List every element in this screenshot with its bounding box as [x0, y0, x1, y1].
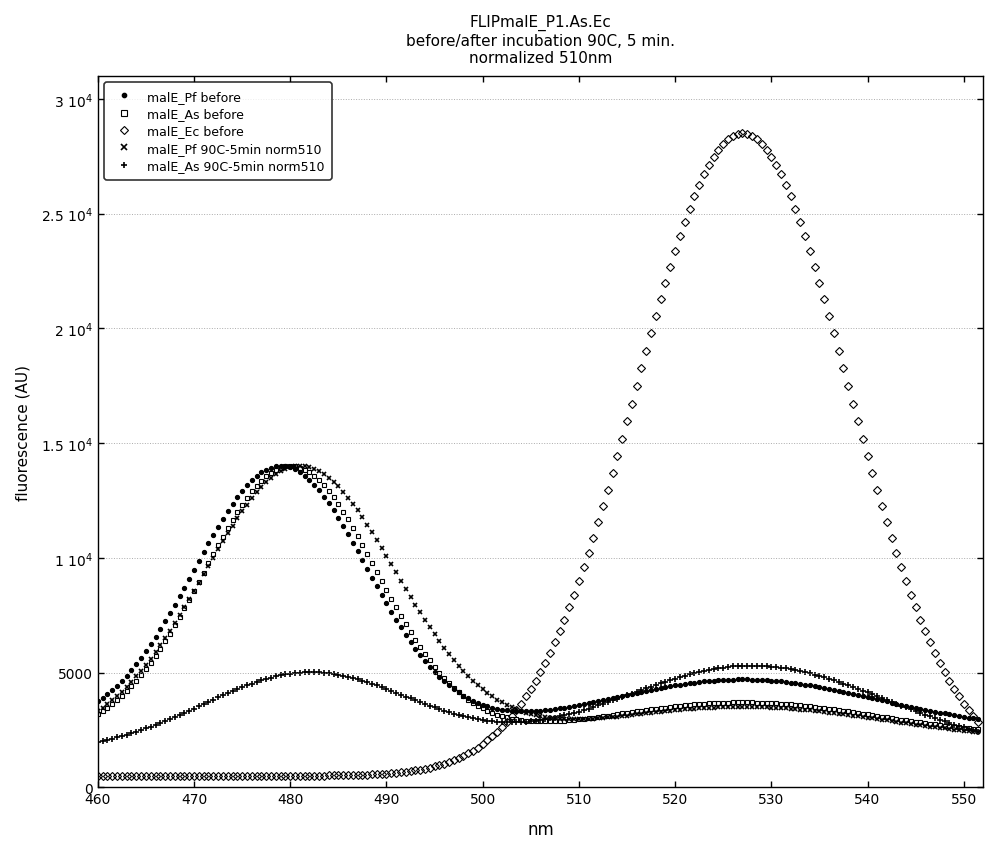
Line: malE_As 90C-5min norm510: malE_As 90C-5min norm510 [95, 663, 981, 745]
malE_Pf before [953, 711, 965, 722]
Y-axis label: fluorescence (AU): fluorescence (AU) [15, 364, 30, 500]
malE_Pf 90C-5min norm510 [438, 643, 450, 653]
malE_As 90C-5min norm510 [496, 717, 508, 727]
malE_Pf 90C-5min norm510 [102, 699, 114, 710]
Line: malE_As before: malE_As before [96, 464, 981, 732]
malE_Pf 90C-5min norm510 [972, 728, 984, 738]
malE_Pf 90C-5min norm510 [293, 461, 305, 471]
malE_As before [501, 712, 513, 722]
malE_Pf before [438, 676, 450, 687]
malE_Ec before [496, 722, 508, 733]
malE_Pf 90C-5min norm510 [92, 706, 104, 717]
malE_Ec before [953, 692, 965, 702]
malE_As before [963, 723, 975, 734]
malE_Pf before [501, 705, 513, 716]
malE_As 90C-5min norm510 [953, 721, 965, 731]
Line: malE_Pf before: malE_Pf before [96, 464, 980, 721]
malE_As before [972, 724, 984, 734]
malE_Ec before [102, 771, 114, 781]
malE_Ec before [433, 760, 445, 770]
malE_Pf 90C-5min norm510 [953, 725, 965, 735]
malE_Pf 90C-5min norm510 [501, 700, 513, 711]
malE_Pf before [92, 697, 104, 707]
malE_Pf 90C-5min norm510 [963, 726, 975, 736]
Line: malE_Ec before: malE_Ec before [95, 131, 981, 779]
malE_As 90C-5min norm510 [102, 735, 114, 746]
malE_Ec before [92, 771, 104, 781]
malE_As 90C-5min norm510 [92, 737, 104, 747]
malE_Ec before [972, 717, 984, 728]
malE_Pf before [274, 461, 286, 472]
malE_As before [102, 703, 114, 713]
malE_As before [92, 709, 104, 719]
malE_As before [284, 461, 296, 472]
malE_Ec before [390, 768, 402, 778]
Title: FLIPmalE_P1.As.Ec
before/after incubation 90C, 5 min.
normalized 510nm: FLIPmalE_P1.As.Ec before/after incubatio… [406, 15, 675, 66]
malE_Pf 90C-5min norm510 [395, 576, 407, 586]
malE_As 90C-5min norm510 [747, 661, 758, 671]
malE_Pf before [395, 623, 407, 633]
malE_As 90C-5min norm510 [433, 705, 445, 715]
Line: malE_Pf 90C-5min norm510: malE_Pf 90C-5min norm510 [96, 464, 981, 734]
malE_As before [395, 611, 407, 621]
malE_As before [953, 722, 965, 733]
Legend: malE_Pf before, malE_As before, malE_Ec before, malE_Pf 90C-5min norm510, malE_A: malE_Pf before, malE_As before, malE_Ec … [104, 83, 331, 181]
malE_As 90C-5min norm510 [963, 724, 975, 734]
X-axis label: nm: nm [527, 820, 554, 838]
malE_Pf before [972, 714, 984, 724]
malE_Pf before [963, 712, 975, 722]
malE_As before [438, 673, 450, 683]
malE_Ec before [963, 705, 975, 716]
malE_Pf before [102, 689, 114, 699]
malE_As 90C-5min norm510 [390, 688, 402, 698]
malE_As 90C-5min norm510 [972, 727, 984, 737]
malE_Ec before [737, 129, 748, 139]
